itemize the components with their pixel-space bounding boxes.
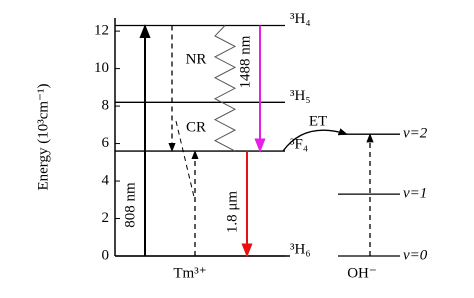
- transition-label: 1488 nm: [237, 35, 253, 88]
- level-label: ³H₅: [290, 88, 311, 104]
- y-tick-label: 0: [102, 247, 110, 263]
- y-tick-label: 10: [94, 60, 109, 76]
- y-tick-label: 4: [102, 172, 110, 188]
- level-label: v=2: [403, 126, 428, 142]
- level-label: ³H₄: [290, 11, 311, 27]
- nr-zigzag: [213, 25, 237, 152]
- y-tick-label: 8: [102, 98, 110, 114]
- annotation: ET: [309, 113, 327, 129]
- cr-line: [175, 120, 196, 202]
- level-label: v=1: [403, 186, 427, 202]
- y-axis-label: Energy (10³cm⁻¹): [35, 83, 51, 190]
- et-curve: [282, 128, 348, 152]
- y-tick-label: 12: [94, 23, 109, 39]
- species-label: OH⁻: [347, 265, 377, 281]
- transition-label: 808 nm: [122, 182, 138, 228]
- transition-label: 1.8 μm: [224, 191, 240, 234]
- level-label: ³F₄: [290, 136, 308, 152]
- y-tick-label: 6: [102, 135, 110, 151]
- annotation: CR: [186, 119, 206, 135]
- species-label: Tm³⁺: [173, 265, 206, 281]
- level-label: ³H₆: [290, 241, 311, 257]
- level-label: v=0: [403, 247, 428, 263]
- y-tick-label: 2: [102, 210, 110, 226]
- annotation: NR: [186, 51, 207, 67]
